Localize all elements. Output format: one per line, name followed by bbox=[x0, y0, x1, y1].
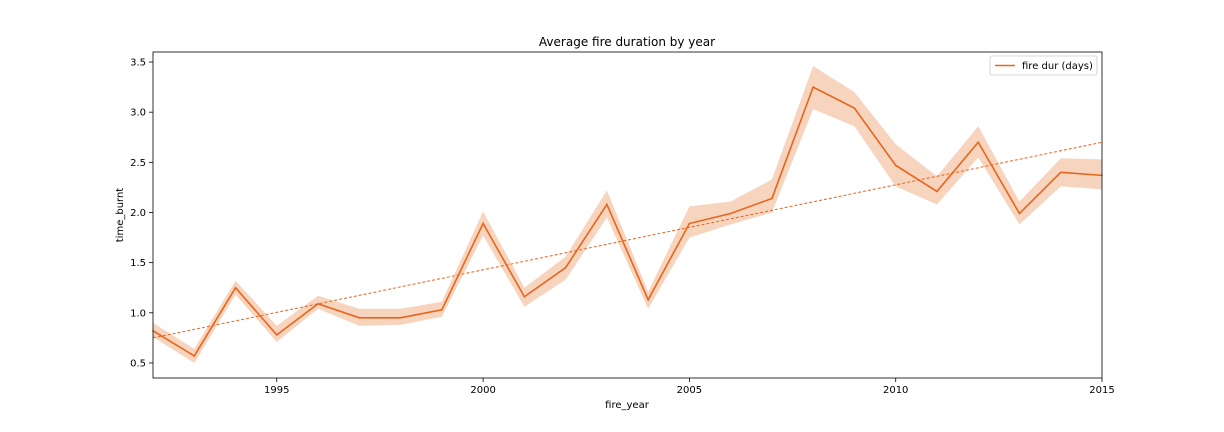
data-point bbox=[1018, 212, 1021, 215]
y-axis-label: time_burnt bbox=[115, 188, 126, 243]
data-point bbox=[812, 86, 814, 88]
plot-frame bbox=[152, 51, 1103, 379]
y-axis: 0.5 1.0 1.5 2.0 2.5 3.0 3.5 bbox=[130, 58, 153, 369]
y-tick-label: 3.5 bbox=[130, 58, 146, 69]
y-tick-label: 2.0 bbox=[130, 208, 146, 219]
y-tick-label: 0.5 bbox=[130, 358, 146, 369]
x-tick-label: 1995 bbox=[264, 385, 289, 396]
x-tick-label: 2000 bbox=[470, 385, 495, 396]
data-point bbox=[853, 107, 856, 109]
data-point bbox=[441, 308, 443, 311]
data-point bbox=[317, 302, 319, 305]
y-tick-label: 3.0 bbox=[130, 108, 146, 119]
data-point bbox=[193, 355, 196, 357]
data-point bbox=[523, 295, 526, 298]
legend-box bbox=[989, 55, 1098, 76]
chart-title: Average fire duration by year bbox=[539, 35, 715, 49]
data-point bbox=[771, 197, 773, 200]
series-line-fire-dur bbox=[152, 85, 1103, 358]
data-point bbox=[1059, 171, 1062, 174]
x-axis: 1995 2000 2005 2010 2015 bbox=[264, 378, 1115, 396]
data-point bbox=[399, 317, 402, 319]
data-point bbox=[482, 222, 484, 225]
trend-line bbox=[152, 141, 1103, 339]
y-tick-label: 1.5 bbox=[130, 258, 146, 269]
x-tick-label: 2015 bbox=[1089, 385, 1114, 396]
data-point bbox=[936, 190, 938, 193]
data-point bbox=[647, 298, 649, 301]
data-point bbox=[358, 317, 361, 319]
data-point bbox=[688, 222, 691, 225]
data-point bbox=[894, 164, 897, 167]
confidence-band bbox=[153, 66, 1102, 363]
x-axis-label: fire_year bbox=[605, 400, 650, 411]
data-point bbox=[977, 141, 980, 144]
data-point bbox=[729, 212, 732, 215]
x-tick-label: 2010 bbox=[883, 385, 908, 396]
legend-entry-fire-dur: fire dur (days) bbox=[1022, 61, 1093, 72]
x-tick-label: 2005 bbox=[677, 385, 702, 396]
data-point bbox=[275, 334, 278, 336]
legend: fire dur (days) bbox=[989, 55, 1098, 76]
data-point bbox=[564, 266, 567, 269]
data-point bbox=[234, 286, 237, 289]
data-point bbox=[606, 203, 608, 206]
plot-area bbox=[152, 66, 1103, 363]
y-tick-label: 2.5 bbox=[130, 158, 146, 169]
y-tick-label: 1.0 bbox=[130, 308, 146, 319]
